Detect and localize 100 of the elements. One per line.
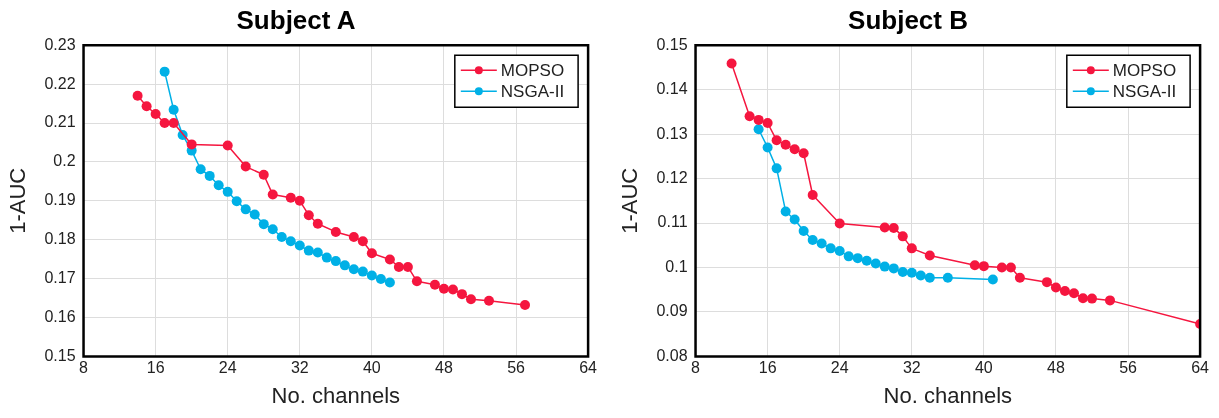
- chart-title: Subject B: [848, 4, 968, 35]
- point: [816, 238, 827, 249]
- point: [447, 284, 458, 295]
- point: [897, 266, 908, 277]
- point: [294, 240, 305, 251]
- x-tick-label: 32: [902, 359, 921, 377]
- point: [312, 247, 323, 258]
- point: [321, 252, 332, 263]
- x-tick-label: 8: [79, 359, 89, 377]
- point: [312, 218, 323, 229]
- point: [303, 210, 314, 221]
- point: [195, 164, 206, 175]
- x-axis-title: No. channels: [883, 382, 1013, 408]
- point: [159, 66, 170, 77]
- y-tick-label: 0.18: [44, 230, 76, 248]
- point: [357, 236, 368, 247]
- x-tick-label: 56: [1119, 359, 1138, 377]
- x-tick-label: 40: [974, 359, 993, 377]
- y-tick-label: 0.22: [44, 74, 76, 92]
- y-tick-label: 0.15: [44, 346, 76, 364]
- point: [411, 276, 422, 287]
- chart-title: Subject A: [236, 4, 356, 35]
- point: [906, 267, 917, 278]
- y-tick-label: 0.11: [657, 213, 688, 231]
- point: [330, 226, 341, 237]
- y-axis-title: 1-AUC: [5, 167, 31, 234]
- point: [393, 261, 404, 272]
- point: [213, 180, 224, 191]
- point: [159, 118, 170, 128]
- x-tick-label: 32: [290, 359, 309, 377]
- point: [987, 274, 998, 285]
- y-tick-label: 0.23: [44, 35, 76, 53]
- point: [1059, 286, 1070, 297]
- point: [1086, 293, 1097, 304]
- point: [915, 270, 926, 281]
- point: [141, 101, 152, 112]
- point: [870, 258, 881, 269]
- point: [186, 139, 197, 150]
- point: [924, 250, 935, 261]
- point: [1077, 293, 1088, 304]
- y-tick-label: 0.13: [656, 124, 688, 142]
- point: [888, 263, 899, 274]
- point: [834, 246, 845, 257]
- y-tick-label: 0.2: [53, 152, 76, 170]
- point: [222, 186, 233, 197]
- point: [924, 272, 935, 283]
- point: [240, 204, 251, 215]
- point: [168, 104, 179, 115]
- point: [969, 260, 980, 271]
- point: [1041, 277, 1052, 288]
- point: [150, 109, 161, 120]
- y-tick-label: 0.14: [656, 80, 688, 98]
- point: [753, 114, 764, 125]
- point: [366, 270, 377, 281]
- point: [852, 253, 863, 264]
- legend-label: MOPSO: [1112, 60, 1177, 80]
- y-tick-label: 0.15: [656, 35, 688, 53]
- point: [348, 264, 359, 275]
- point: [294, 195, 305, 206]
- x-tick-label: 16: [146, 359, 165, 377]
- y-tick-label: 0.21: [44, 113, 76, 131]
- point: [465, 294, 476, 305]
- point: [807, 234, 818, 245]
- point: [330, 256, 341, 267]
- point: [879, 222, 890, 233]
- point: [168, 118, 179, 128]
- point: [744, 111, 755, 122]
- point: [402, 261, 413, 272]
- point: [978, 261, 989, 272]
- point: [1050, 282, 1061, 293]
- point: [366, 248, 377, 259]
- point: [771, 135, 782, 146]
- point: [789, 144, 800, 155]
- point: [1014, 272, 1025, 283]
- x-tick-label: 56: [507, 359, 526, 377]
- x-tick-label: 16: [758, 359, 777, 377]
- y-tick-label: 0.16: [44, 307, 76, 325]
- point: [888, 222, 899, 233]
- point: [231, 196, 242, 207]
- point: [861, 255, 872, 266]
- y-tick-label: 0.17: [44, 269, 76, 287]
- point: [348, 231, 359, 242]
- legend-label: NSGA-II: [1112, 81, 1177, 101]
- point: [897, 231, 908, 242]
- point: [807, 190, 818, 201]
- point: [384, 254, 395, 265]
- point: [483, 295, 494, 306]
- point: [375, 273, 386, 284]
- point: [384, 277, 395, 288]
- point: [780, 139, 791, 150]
- point: [520, 300, 531, 311]
- point: [285, 236, 296, 247]
- point: [258, 169, 269, 180]
- x-tick-label: 48: [1047, 359, 1065, 377]
- point: [762, 142, 773, 153]
- point: [771, 163, 782, 174]
- x-tick-label: 64: [1191, 359, 1210, 377]
- point: [249, 209, 260, 220]
- y-tick-label: 0.08: [656, 346, 688, 364]
- point: [906, 243, 917, 254]
